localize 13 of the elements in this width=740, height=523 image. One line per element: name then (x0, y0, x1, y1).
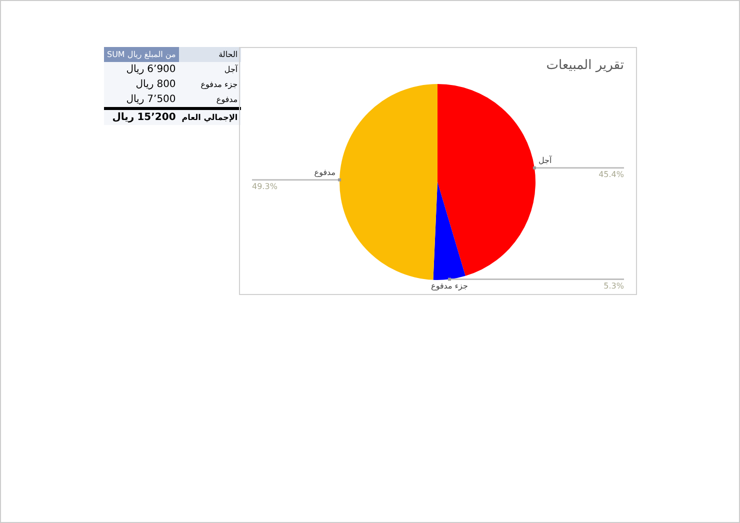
slice-label: جزء مدفوع (431, 281, 468, 290)
chart-title: تقرير المبيعات (546, 58, 624, 73)
category-label: مدفوع (178, 92, 241, 108)
slice-label: آجل (538, 154, 552, 165)
data-label: 5.3% (604, 281, 624, 290)
category-label: آجل (178, 62, 241, 77)
data-label: 45.4% (598, 170, 624, 179)
text: الحالة (178, 47, 241, 62)
slice-label: مدفوع (314, 168, 336, 177)
category-label: جزء مدفوع (178, 77, 241, 92)
text: الإجمالي العام (178, 108, 241, 125)
data-label: 49.3% (252, 182, 278, 191)
text: من المبلغ ريال SUM (104, 47, 179, 62)
